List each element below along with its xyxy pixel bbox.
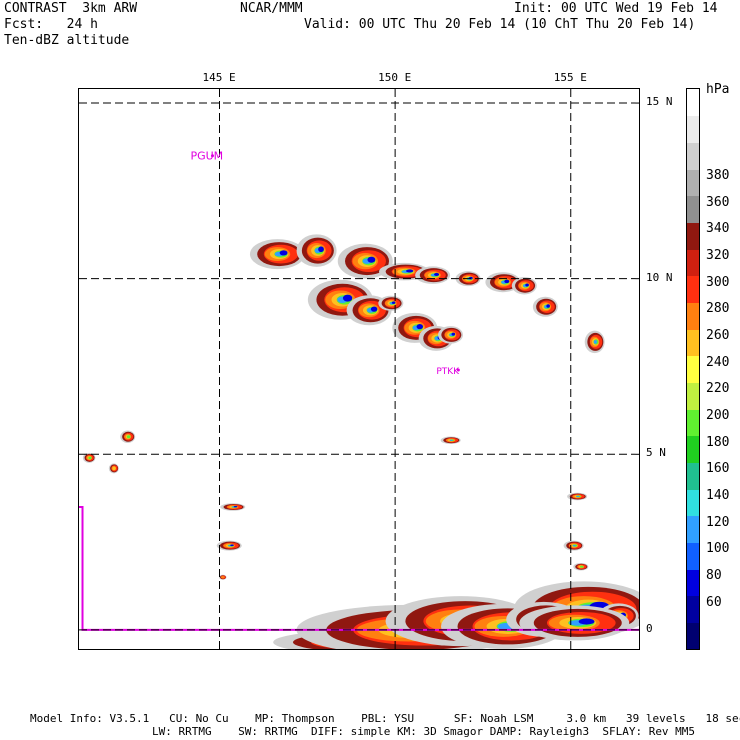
station-label: PTKK — [436, 367, 460, 377]
map-panel: PGUM PTKK — [78, 88, 640, 650]
colorbar-label: 180 — [706, 434, 730, 450]
colorbar-label: 320 — [706, 248, 730, 263]
echo-core — [546, 304, 550, 308]
echo-cell — [112, 466, 116, 471]
echo-core — [370, 306, 378, 312]
colorbar-label: 120 — [706, 514, 730, 530]
center-title: NCAR/MMM — [240, 1, 303, 16]
colorbar-label: 200 — [706, 408, 730, 423]
colorbar-label: 60 — [706, 594, 722, 610]
latitude-tick-label: 10 N — [646, 270, 673, 284]
echo-core — [525, 283, 529, 287]
colorbar-swatch — [687, 382, 699, 410]
colorbar-swatch — [687, 355, 699, 383]
colorbar-swatch — [687, 275, 699, 303]
colorbar-swatch — [687, 569, 699, 597]
echo-cell — [88, 456, 92, 460]
station-marker — [210, 154, 214, 158]
echo-cell — [579, 565, 584, 568]
longitude-tick-label: 150 E — [378, 71, 412, 84]
colorbar-label: 260 — [706, 328, 730, 343]
echo-core — [578, 618, 595, 625]
colorbar-swatch — [687, 142, 699, 170]
echo-core — [318, 246, 324, 253]
colorbar-swatch — [687, 169, 699, 197]
colorbar-label: 160 — [706, 461, 730, 477]
colorbar-label: 340 — [706, 221, 730, 237]
longitude-tick-label: 145 E — [202, 71, 236, 84]
colorbar-label: 300 — [706, 274, 730, 290]
colorbar-swatch — [687, 302, 699, 330]
echo-core — [416, 324, 424, 330]
valid-time: Valid: 00 UTC Thu 20 Feb 14 (10 ChT Thu … — [304, 17, 696, 32]
colorbar-label: 280 — [706, 301, 730, 317]
model-info-line-1: Model Info: V3.5.1 CU: No Cu MP: Thompso… — [30, 712, 740, 725]
forecast-hour: Fcst: 24 h — [4, 17, 98, 32]
longitude-tick-label: 155 E — [553, 71, 587, 84]
colorbar-label: 140 — [706, 488, 730, 503]
station-label: PGUM — [190, 150, 223, 163]
colorbar-label: 100 — [706, 541, 730, 557]
colorbar-unit: hPa — [706, 82, 730, 97]
colorbar-swatch — [687, 435, 699, 463]
latitude-tick-label: 15 N — [646, 95, 673, 109]
echo-core — [434, 272, 440, 277]
colorbar-swatch — [687, 515, 699, 543]
echo-core — [451, 332, 456, 336]
colorbar-swatch — [687, 622, 699, 649]
latitude-tick-label: 0 — [646, 621, 653, 635]
colorbar-swatch — [687, 595, 699, 623]
init-time: Init: 00 UTC Wed 19 Feb 14 — [514, 1, 718, 16]
echo-cell — [449, 439, 453, 441]
echo-cell — [593, 340, 597, 344]
echo-core — [504, 279, 510, 284]
echo-core — [230, 544, 234, 547]
map-plot: PGUM PTKK — [79, 89, 639, 649]
colorbar-swatch — [687, 542, 699, 570]
colorbar-swatch — [687, 329, 699, 357]
field-name: Ten-dBZ altitude — [4, 33, 130, 48]
colorbar-swatch — [687, 115, 699, 143]
model-info-line-2: LW: RRTMG SW: RRTMG DIFF: simple KM: 3D … — [152, 725, 696, 738]
colorbar-swatch — [687, 489, 699, 517]
echo-core — [367, 256, 376, 263]
station-marker — [456, 368, 460, 372]
model-title: CONTRAST 3km ARW — [4, 1, 138, 16]
colorbar-swatch — [687, 249, 699, 277]
colorbar-swatch — [687, 462, 699, 490]
echo-core — [233, 506, 238, 508]
colorbar-label: 240 — [706, 354, 730, 370]
colorbar — [686, 88, 700, 650]
colorbar-label: 220 — [706, 381, 730, 397]
echo-core — [391, 301, 396, 304]
echo-cell — [221, 576, 225, 579]
colorbar-label: 80 — [706, 568, 722, 583]
echo-cell — [126, 435, 131, 439]
echo-cell — [576, 495, 580, 498]
colorbar-swatch — [687, 409, 699, 437]
latitude-tick-label: 5 N — [646, 446, 666, 460]
colorbar-swatch — [687, 222, 699, 250]
echo-core — [279, 250, 288, 256]
colorbar-label: 380 — [706, 168, 730, 183]
colorbar-swatch — [687, 89, 699, 117]
echo-cell — [572, 544, 576, 547]
echo-core — [342, 294, 353, 302]
colorbar-label: 360 — [706, 194, 730, 210]
colorbar-swatch — [687, 195, 699, 223]
echo-core — [406, 269, 414, 273]
